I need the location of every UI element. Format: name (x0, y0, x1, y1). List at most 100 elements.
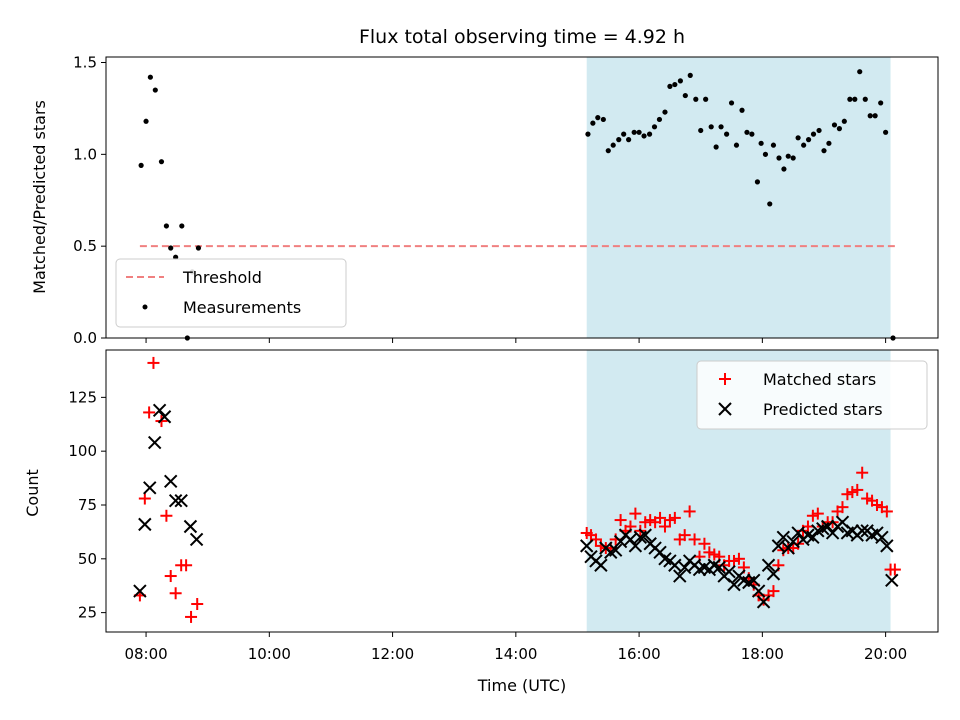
measurement-point (878, 100, 884, 106)
x-tick-label: 14:00 (494, 645, 537, 663)
matched-star-point (688, 533, 701, 546)
measurement-point (831, 122, 838, 128)
measurement-point (626, 137, 632, 143)
top-y-axis-label: Matched/Predicted stars (30, 100, 49, 294)
predicted-star-point (668, 558, 682, 572)
matched-star-point (811, 507, 824, 520)
measurement-point (713, 144, 719, 150)
measurement-point (785, 153, 791, 159)
predicted-star-point (677, 560, 692, 575)
bottom-plot-frame (105, 349, 939, 633)
predicted-star-point (855, 524, 869, 538)
measurement-point (754, 179, 761, 185)
bottom-y-tick-label: 125 (68, 388, 97, 406)
measurement-point (621, 131, 627, 137)
matched-stars-series (133, 356, 901, 623)
measurement-point (168, 245, 174, 251)
matched-star-point (658, 520, 671, 533)
measurement-point (847, 96, 853, 102)
matched-star-point (143, 406, 156, 419)
x-tick-label: 08:00 (124, 645, 167, 663)
measurement-point (147, 74, 153, 80)
matched-star-point (801, 520, 814, 533)
matched-star-point (767, 585, 780, 598)
bottom-y-axis-label: Count (23, 469, 42, 517)
bottom-legend-box (696, 360, 928, 430)
measurement-point (872, 113, 878, 119)
predicted-star-point (628, 539, 643, 553)
predicted-star-point (880, 539, 894, 553)
bottom-y-tick-label: 75 (78, 496, 97, 514)
measurement-point (698, 127, 704, 134)
predicted-star-point (168, 493, 183, 508)
top-legend: Threshold Measurements (115, 258, 347, 328)
measurement-point (810, 131, 817, 137)
measurement-point (790, 155, 796, 161)
matched-star-point (180, 559, 193, 572)
measurement-point (867, 113, 873, 119)
measurement-point (728, 100, 735, 106)
matched-star-point (654, 511, 667, 524)
measurement-point (173, 254, 179, 260)
measurement-point (770, 142, 777, 148)
measurement-point (616, 137, 622, 143)
predicted-star-point (189, 532, 204, 547)
legend-predicted-label: Predicted stars (763, 400, 883, 419)
measurement-point (841, 118, 847, 124)
matched-star-point (185, 610, 198, 623)
bottom-y-tick-label: 25 (78, 604, 97, 622)
x-tick-label: 16:00 (617, 645, 660, 663)
predicted-star-point (183, 519, 198, 534)
matched-star-point (138, 492, 151, 505)
predicted-star-point (164, 474, 178, 489)
top-panel: 0.0 0.5 1.0 1.5 Matched/Predicted stars Thr… (30, 54, 939, 347)
bottom-y-tick-label: 100 (68, 442, 97, 460)
x-tick-label: 12:00 (371, 645, 414, 663)
measurement-point (724, 131, 730, 137)
top-legend-box (115, 258, 347, 328)
bottom-legend: Matched stars Predicted stars (696, 360, 928, 430)
matched-star-point (880, 505, 893, 518)
predicted-star-point (766, 567, 781, 581)
measurement-point (762, 151, 769, 157)
predicted-star-point (825, 526, 840, 540)
measurement-point (585, 131, 591, 137)
measurement-point (152, 87, 158, 93)
matched-star-point (851, 483, 864, 496)
measurement-point (776, 155, 782, 161)
measurement-point (826, 140, 832, 146)
measurement-point (656, 116, 663, 123)
measurement-point (781, 166, 787, 172)
matched-star-point (856, 466, 869, 479)
predicted-star-point (727, 577, 741, 592)
measurement-point (590, 120, 596, 126)
measurement-point (595, 115, 601, 121)
bottom-panel: 25 50 75 100 125 08:00 10:00 12:00 14:00 16:00 18:… (23, 349, 939, 695)
matched-star-point (160, 509, 173, 522)
predicted-star-point (820, 519, 835, 534)
measurement-point (821, 148, 827, 154)
predicted-star-point (147, 435, 162, 450)
predicted-stars-series (133, 403, 899, 609)
measurement-point (631, 129, 637, 135)
legend-predicted-swatch (718, 402, 732, 416)
predicted-star-point (875, 530, 889, 544)
measurement-point (158, 159, 165, 165)
measurement-point (641, 133, 647, 139)
predicted-star-point (751, 584, 766, 598)
measurement-point (163, 223, 169, 229)
predicted-star-point (791, 526, 805, 540)
matched-star-point (678, 529, 691, 542)
measurement-point (816, 127, 822, 134)
measurement-point (795, 135, 801, 141)
measurement-point (739, 107, 745, 113)
predicted-star-point (133, 584, 147, 598)
legend-measurements-swatch (142, 304, 148, 310)
measurement-point (179, 223, 185, 229)
measurement-point (749, 131, 755, 137)
top-y-tick-label: 0.0 (73, 329, 97, 347)
legend-matched-swatch (719, 373, 731, 385)
predicted-star-point (756, 595, 771, 609)
predicted-star-point (152, 403, 167, 417)
